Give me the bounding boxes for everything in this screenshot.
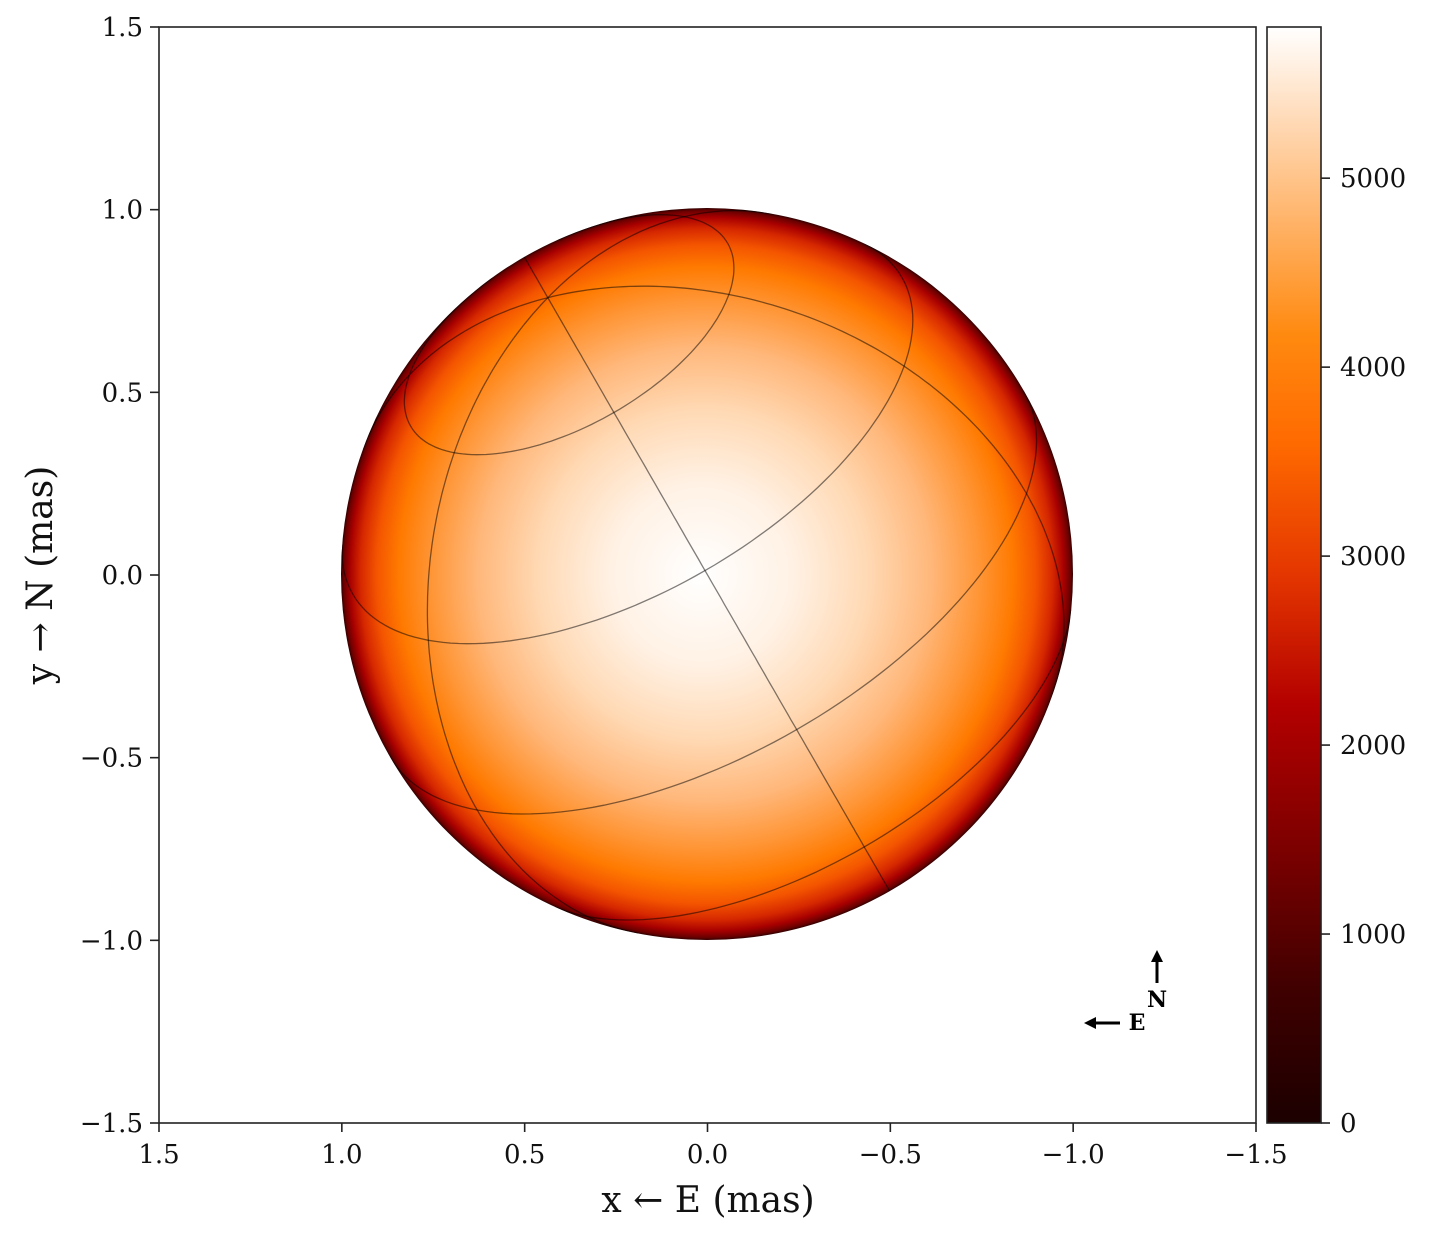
gridline [403,214,735,456]
x-tick-label: 1.0 [321,1140,362,1170]
colorbar-tick-label: 1000 [1340,920,1406,950]
gridline [341,243,914,645]
x-axis-ticks: 1.5 1.0 0.5 0.0 −0.5 −1.0 −1.5 [138,1123,1288,1170]
x-tick-label: 1.5 [138,1140,179,1170]
x-tick-label: 0.5 [504,1140,545,1170]
y-tick-label: −1.0 [80,926,143,956]
gridline [389,390,1038,815]
y-tick-label: 1.5 [102,13,143,43]
star-gridlines [341,209,1072,935]
x-tick-label: −1.5 [1224,1140,1287,1170]
x-tick-label: −0.5 [859,1140,922,1170]
colorbar-tick-label: 5000 [1340,164,1406,194]
gridline [547,285,1065,695]
colorbar: 0 1000 2000 3000 4000 5000 [1266,26,1406,1139]
gridline [547,209,772,299]
colorbar-tick-label: 3000 [1340,542,1406,572]
y-tick-label: 0.5 [102,378,143,408]
gridline [362,297,548,450]
east-label: E [1129,1010,1146,1036]
x-axis-label: x ← E (mas) [601,1180,814,1221]
y-axis-label: y → N (mas) [20,466,61,686]
x-tick-label: 0.0 [687,1140,728,1170]
main-axes: 1.5 1.0 0.5 0.0 −0.5 −1.0 −1.5 1.5 1.0 0.5 0.0 −0.… [20,13,1288,1221]
compass-rose: N E [1084,950,1167,1036]
y-axis-ticks: 1.5 1.0 0.5 0.0 −0.5 −1.0 −1.5 [80,13,159,1139]
y-tick-label: −1.5 [80,1109,143,1139]
gridline [523,256,549,299]
y-tick-label: 1.0 [102,196,143,226]
y-tick-label: −0.5 [80,744,143,774]
colorbar-tick-label: 4000 [1340,353,1406,383]
colorbar-gradient [1266,26,1322,1124]
x-tick-label: −1.0 [1042,1140,1105,1170]
gridline [554,609,1072,921]
gridline [547,297,891,892]
gridline [426,297,639,935]
colorbar-ticks: 0 1000 2000 3000 4000 5000 [1321,164,1406,1139]
north-label: N [1147,987,1167,1013]
colorbar-tick-label: 0 [1340,1109,1357,1139]
y-tick-label: 0.0 [102,561,143,591]
colorbar-tick-label: 2000 [1340,731,1406,761]
